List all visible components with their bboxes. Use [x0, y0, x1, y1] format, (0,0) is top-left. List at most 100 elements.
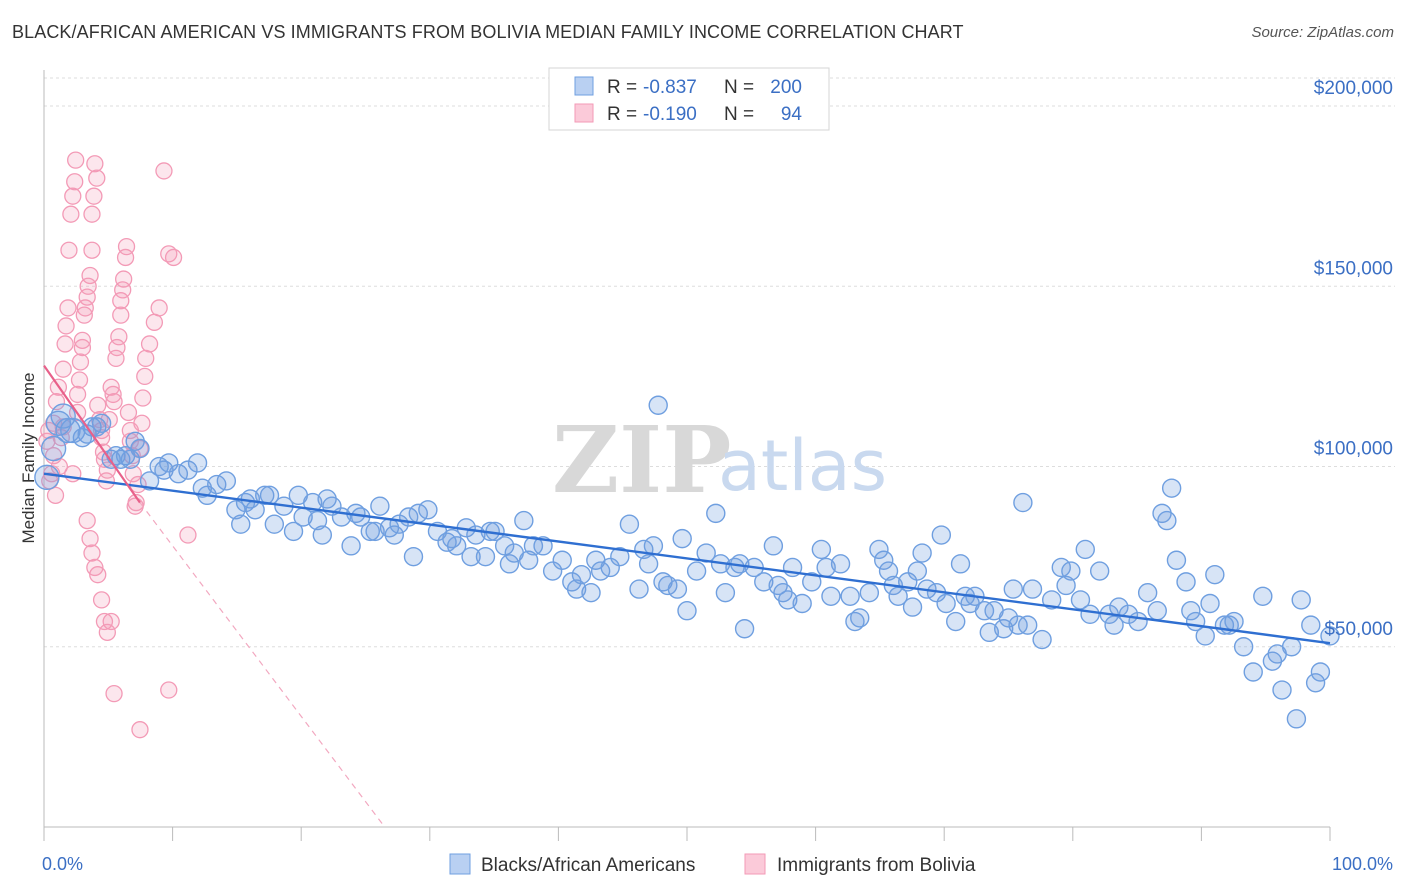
point-black-african-american: [778, 590, 798, 610]
point-black-african-american: [1013, 492, 1033, 513]
point-black-african-american: [821, 586, 841, 606]
point-black-african-american: [1286, 709, 1307, 729]
point-black-african-american: [672, 528, 692, 549]
legend-r-value-1: -0.837: [643, 77, 697, 98]
point-bolivia: [155, 162, 173, 180]
point-black-african-american: [533, 536, 553, 556]
point-black-african-american: [648, 395, 668, 415]
point-bolivia: [108, 338, 126, 357]
point-black-african-american: [1181, 601, 1201, 621]
legend-swatch-pink: [574, 103, 594, 123]
point-black-african-american: [514, 510, 534, 531]
point-black-african-american: [494, 536, 515, 556]
point-black-african-american: [1041, 590, 1062, 610]
point-bolivia: [86, 155, 104, 173]
point-black-african-american: [370, 496, 390, 516]
point-bolivia: [92, 591, 111, 609]
point-black-african-american: [715, 582, 736, 603]
point-bolivia: [150, 299, 168, 317]
point-black-african-american: [869, 539, 889, 560]
y-tick-label: $200,000: [1314, 78, 1393, 99]
point-black-african-american: [461, 546, 481, 567]
point-bolivia: [66, 173, 84, 191]
point-black-african-american: [936, 593, 956, 614]
point-black-african-american: [686, 561, 707, 581]
point-bolivia: [89, 566, 107, 584]
point-black-african-american: [902, 597, 923, 617]
point-bolivia: [81, 529, 99, 548]
point-bolivia: [71, 353, 90, 371]
point-bolivia: [67, 151, 85, 169]
point-bolivia: [70, 371, 89, 389]
point-bolivia: [85, 187, 103, 205]
y-axis-label: Median Family Income: [19, 372, 38, 543]
point-bolivia: [104, 385, 122, 404]
point-black-african-american: [1195, 626, 1215, 646]
point-bolivia: [140, 335, 159, 353]
point-bolivia: [137, 349, 155, 368]
point-black-african-american: [629, 579, 649, 599]
point-black-african-american: [754, 572, 774, 592]
point-bolivia: [73, 331, 92, 350]
point-black-african-american: [1080, 604, 1100, 625]
point-black-african-american: [677, 601, 697, 621]
point-black-african-american: [34, 464, 60, 491]
point-bolivia: [83, 544, 101, 562]
legend: R = -0.837 N = 200 R = -0.190 N = 94: [548, 67, 830, 131]
point-bolivia: [78, 511, 96, 530]
point-bolivia: [83, 241, 101, 259]
point-black-african-american: [518, 550, 539, 570]
point-black-african-american: [159, 453, 179, 473]
point-black-african-american: [341, 536, 361, 556]
legend-r-label-2: R =: [607, 104, 637, 125]
point-black-african-american: [619, 514, 640, 534]
trend-line-pink-extended: [139, 502, 386, 828]
point-bolivia: [112, 292, 130, 310]
series-blacks-african-americans: [34, 395, 1340, 729]
point-black-african-american: [1176, 572, 1196, 592]
point-black-african-american: [365, 521, 385, 542]
point-black-african-american: [1253, 586, 1273, 606]
point-bolivia: [105, 392, 123, 411]
point-black-african-american: [907, 561, 928, 581]
point-black-african-american: [874, 550, 894, 570]
point-black-african-american: [303, 492, 323, 513]
trend-line-blue: [43, 472, 1331, 645]
point-bolivia: [119, 403, 138, 422]
point-bolivia: [136, 367, 154, 386]
point-black-african-american: [446, 536, 467, 556]
point-black-african-american: [475, 546, 496, 567]
point-black-african-american: [859, 582, 880, 603]
point-black-african-american: [850, 608, 870, 628]
point-black-african-american: [1104, 615, 1124, 635]
point-black-african-american: [1301, 615, 1321, 635]
point-bolivia: [110, 328, 128, 346]
point-black-african-american: [120, 449, 141, 470]
point-black-african-american: [1022, 579, 1043, 599]
point-bolivia: [179, 526, 197, 544]
point-black-african-american: [998, 608, 1019, 628]
point-bolivia: [62, 205, 80, 223]
point-black-african-american: [1320, 626, 1340, 646]
point-bolivia: [88, 169, 106, 187]
point-black-african-american: [610, 546, 630, 567]
point-bolivia: [60, 241, 78, 259]
point-black-african-american: [91, 413, 112, 433]
point-black-african-american: [264, 514, 285, 534]
legend-n-label-1: N =: [724, 77, 754, 98]
point-black-african-american: [403, 546, 424, 567]
legend-r-label-1: R =: [607, 77, 637, 98]
point-black-african-american: [130, 438, 150, 459]
point-bolivia: [95, 612, 114, 631]
point-black-african-american: [581, 582, 601, 603]
bottom-legend-swatch-blue: [449, 853, 471, 875]
bottom-legend-label-blue: Blacks/African Americans: [481, 855, 695, 876]
point-bolivia: [46, 486, 65, 505]
point-bolivia: [81, 266, 99, 285]
x-tick-label: 100.0%: [1332, 854, 1393, 874]
watermark: ZIP atlas: [552, 406, 887, 514]
legend-box: [548, 67, 830, 131]
point-bolivia: [54, 360, 72, 378]
point-black-african-american: [418, 500, 438, 520]
